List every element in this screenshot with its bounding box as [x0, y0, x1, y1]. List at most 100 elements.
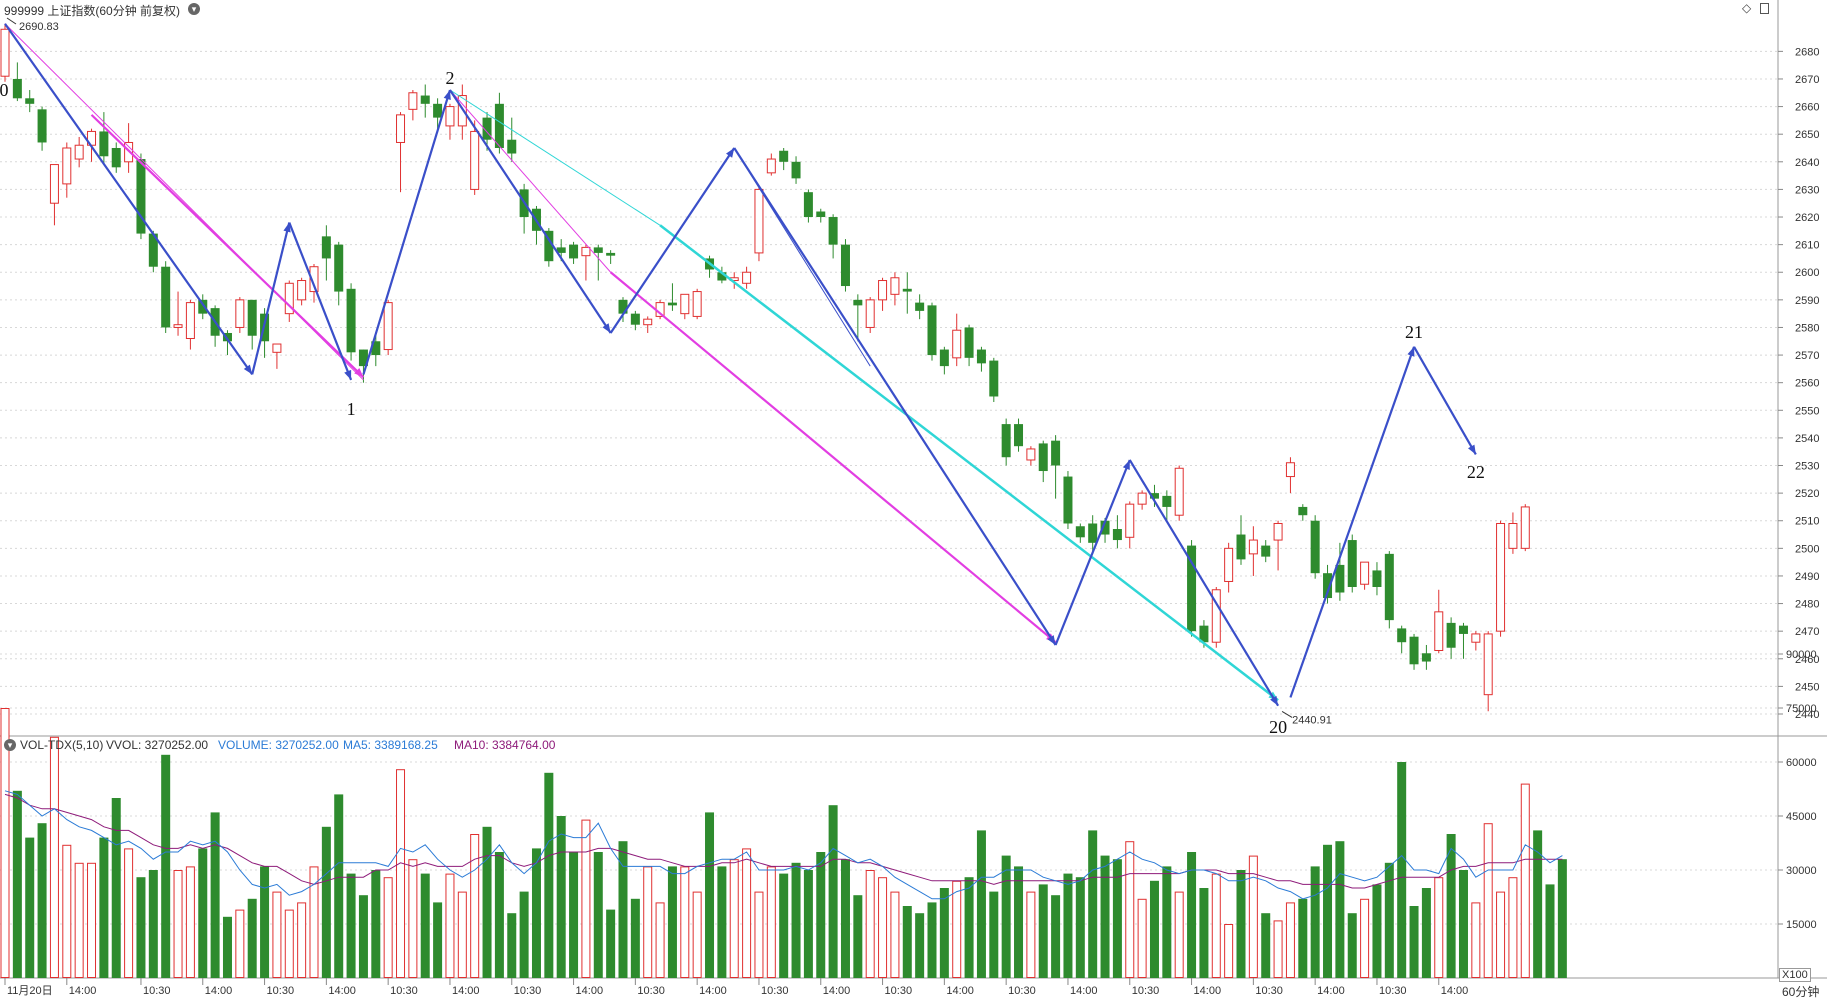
volume-bar [1545, 884, 1555, 978]
panel-toggle-icon[interactable] [1760, 3, 1769, 14]
candle-body [1038, 443, 1048, 472]
volume-bar [692, 891, 702, 978]
candle-body [321, 236, 331, 259]
volume-bar [1335, 841, 1345, 978]
price-tick-label: 2480 [1795, 599, 1819, 611]
candle-body [915, 302, 925, 311]
trend-arrowhead [725, 147, 735, 158]
blue-wave-arrow [449, 89, 612, 334]
trend-arrowhead [1407, 346, 1415, 357]
volume-bar [1199, 888, 1209, 978]
volume-bar [74, 862, 84, 978]
price-tick-label: 2530 [1795, 461, 1819, 473]
volume-bar [420, 873, 430, 978]
candle-body [544, 230, 554, 262]
candle-body [1149, 493, 1159, 499]
price-tick-label: 2490 [1795, 571, 1819, 583]
volume-bar [1446, 834, 1456, 978]
price-tick-label: 2610 [1795, 240, 1819, 252]
volume-bar [828, 805, 838, 978]
blue-wave-arrow [251, 222, 291, 375]
candle-body [173, 324, 183, 328]
candle-body [989, 360, 999, 397]
volume-bar [161, 754, 171, 978]
volume-bar [1471, 902, 1481, 979]
volume-bar [915, 913, 925, 978]
volume-bar [136, 877, 146, 978]
price-tick-label: 2570 [1795, 350, 1819, 362]
max-pointer [6, 17, 17, 25]
candle-body [1421, 653, 1431, 662]
candle-body [25, 98, 35, 104]
candle-body [779, 150, 789, 162]
candle-body [1273, 522, 1283, 541]
candle-body [457, 95, 467, 127]
candle-body [62, 147, 72, 185]
candle-body [284, 282, 294, 315]
candle-body [334, 244, 344, 292]
time-tick-label: 10:30 [1255, 985, 1283, 997]
price-tick-label: 2660 [1795, 102, 1819, 114]
time-tick-label: 10:30 [761, 985, 789, 997]
volume-bar [1347, 913, 1357, 978]
volume-bar [297, 902, 307, 979]
trend-arrowhead [1468, 444, 1476, 455]
volume-bar [1075, 877, 1085, 978]
magenta-trend-line [449, 89, 612, 273]
candle-body [1360, 561, 1370, 585]
diamond-icon[interactable]: ◇ [1742, 1, 1752, 15]
time-tick-label: 10:30 [637, 985, 665, 997]
volume-bar [952, 880, 962, 978]
candle-body [161, 266, 171, 328]
price-tick-label: 2600 [1795, 267, 1819, 279]
candle-body [803, 192, 813, 218]
volume-bar [1224, 924, 1234, 978]
volume-bar [803, 870, 813, 978]
volume-bar [1100, 855, 1110, 978]
trend-arrowhead [283, 222, 291, 233]
volume-bar [1483, 823, 1493, 979]
volume-bar [1323, 844, 1333, 978]
volume-vvol: VVOL: 3270252.00 [106, 738, 209, 752]
time-tick-label: 10:30 [1379, 985, 1407, 997]
settings-chevron-icon[interactable]: ▾ [188, 3, 200, 15]
volume-bar [62, 844, 72, 978]
volume-bar [618, 841, 628, 978]
volume-bar [309, 866, 319, 979]
volume-chevron-icon[interactable]: ▾ [4, 739, 16, 751]
candle-body [272, 343, 282, 353]
volume-bar [1038, 884, 1048, 978]
volume-bar [1496, 891, 1506, 978]
trend-arrowhead [354, 368, 364, 378]
candle-body [927, 305, 937, 356]
candle-body [358, 349, 368, 367]
candle-body [12, 78, 22, 99]
candle-body [470, 130, 480, 190]
candle-body [1458, 625, 1468, 634]
time-tick-label: 14:00 [576, 985, 604, 997]
max-price-label: 2690.83 [19, 21, 59, 33]
candle-body [1483, 633, 1493, 696]
candle-body [692, 291, 702, 317]
period-label[interactable]: 60分钟 [1782, 985, 1820, 999]
volume-tick-label: 90000 [1786, 649, 1817, 661]
candle-body [939, 349, 949, 367]
candle-body [346, 288, 356, 353]
volume-bar [878, 877, 888, 979]
candle-body [74, 144, 84, 160]
trend-arrowhead [1047, 635, 1056, 645]
candle-body [766, 158, 776, 174]
blue-wave-arrow [609, 147, 736, 334]
time-tick-label: 14:00 [823, 985, 851, 997]
blue-wave-arrow [1054, 459, 1131, 646]
volume-bar [148, 870, 158, 978]
scale-label: X100 [1779, 968, 1811, 982]
time-tick-label: 10:30 [1132, 985, 1160, 997]
candle-body [742, 271, 752, 284]
min-pointer [1281, 711, 1293, 718]
volume-tick-label: 30000 [1786, 865, 1817, 877]
candle-body [816, 211, 826, 218]
time-tick-label: 14:00 [452, 985, 480, 997]
volume-bar [358, 895, 368, 978]
